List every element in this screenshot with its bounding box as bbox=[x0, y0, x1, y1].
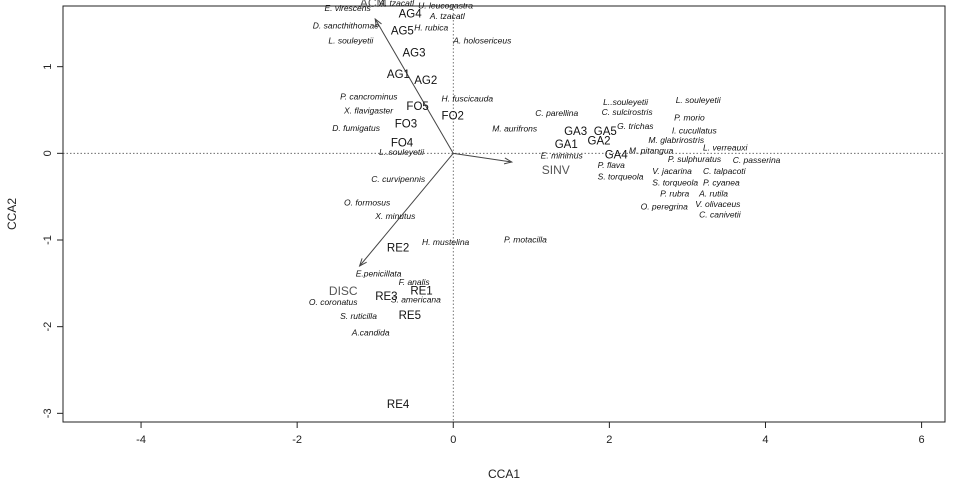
species-label: P. motacilla bbox=[504, 235, 547, 245]
zero-reference-lines bbox=[63, 6, 945, 422]
site-label-re1: RE1 bbox=[410, 286, 432, 298]
y-tick-label: -3 bbox=[42, 408, 54, 418]
env-label-disc: DISC bbox=[329, 284, 358, 298]
y-tick-label: -1 bbox=[42, 235, 54, 245]
species-label: O. peregrina bbox=[641, 202, 689, 212]
site-label-ga1: GA1 bbox=[555, 139, 578, 151]
site-label-fo2: FO2 bbox=[442, 111, 464, 123]
species-label: O. coronatus bbox=[309, 297, 358, 307]
x-tick-label: 0 bbox=[450, 434, 456, 446]
species-label: D. sancthithomae bbox=[313, 21, 379, 31]
species-label: D. fumigatus bbox=[332, 123, 380, 133]
species-label: S. torqueola bbox=[652, 177, 698, 187]
env-label-sinv: SINV bbox=[542, 163, 570, 177]
site-label-ag4: AG4 bbox=[399, 8, 423, 20]
species-label: C. canivetii bbox=[699, 209, 742, 219]
env-arrowhead-sinv bbox=[503, 157, 514, 165]
species-label: P. cyanea bbox=[703, 177, 740, 187]
species-label: G. trichas bbox=[617, 121, 654, 131]
species-label: P. morio bbox=[674, 112, 705, 122]
species-label: M. aurifrons bbox=[492, 124, 538, 134]
species-label: E. minimus bbox=[541, 151, 584, 161]
site-label-re5: RE5 bbox=[399, 310, 421, 322]
species-label: C. parellina bbox=[535, 108, 578, 118]
species-label: I. cucullatus bbox=[672, 125, 718, 135]
site-label-ga4: GA4 bbox=[605, 150, 629, 162]
species-label: E. virescens bbox=[324, 3, 371, 13]
y-tick-label: 0 bbox=[42, 150, 54, 156]
species-label: A. tzacatl bbox=[378, 0, 415, 8]
x-axis-title: CCA1 bbox=[488, 467, 520, 481]
species-label: C. curvipennis bbox=[371, 174, 426, 184]
species-label: F. analis bbox=[399, 277, 431, 287]
species-label: M. pitangua bbox=[629, 145, 674, 155]
species-label: A. tzacatl bbox=[429, 11, 466, 21]
x-tick-label: 2 bbox=[606, 434, 612, 446]
species-label: U. leucogastra bbox=[418, 1, 473, 11]
species-label: C. passerina bbox=[733, 155, 781, 165]
species-label: P. sulphuratus bbox=[668, 154, 722, 164]
species-label: S. ruticilla bbox=[340, 311, 377, 321]
species-label: A.candida bbox=[351, 327, 390, 337]
env-label-acm: ACM bbox=[360, 0, 387, 10]
env-arrow-disc bbox=[359, 153, 454, 267]
species-label: L. verreauxi bbox=[703, 143, 749, 153]
species-label: E.penicillata bbox=[356, 268, 402, 278]
species-label: X. flavigaster bbox=[343, 105, 394, 115]
species-label: M. glabrirostris bbox=[648, 135, 704, 145]
x-tick-label: -4 bbox=[136, 434, 146, 446]
species-label: A. holosericeus bbox=[452, 35, 512, 45]
species-label: O. formosus bbox=[344, 197, 391, 207]
species-label: X. minutus bbox=[374, 211, 416, 221]
environmental-vectors: ACM SINV DISC bbox=[329, 0, 570, 298]
site-scores: AG4 AG5 AG3 AG1 AG2 FO5 FO2 FO3 FO4 GA3 GA5 GA1 GA2 G… bbox=[375, 8, 628, 411]
species-label: P. cancrominus bbox=[340, 92, 398, 102]
site-label-ag5: AG5 bbox=[391, 26, 414, 38]
species-label: C. talpacoti bbox=[703, 166, 747, 176]
y-tick-label: -2 bbox=[42, 322, 54, 332]
site-label-re3: RE3 bbox=[375, 291, 397, 303]
site-label-ag2: AG2 bbox=[414, 75, 437, 87]
species-label: S. americana bbox=[391, 294, 441, 304]
x-tick-label: 6 bbox=[919, 434, 925, 446]
species-label: A. rutila bbox=[698, 189, 728, 199]
species-label: V. olivaceus bbox=[695, 199, 741, 209]
plot-frame bbox=[62, 5, 946, 423]
species-label: L..souleyetii bbox=[379, 147, 425, 157]
site-label-fo5: FO5 bbox=[406, 101, 428, 113]
x-tick-label: 4 bbox=[762, 434, 768, 446]
species-label: L. souleyetii bbox=[676, 95, 722, 105]
y-axis-title: CCA2 bbox=[5, 198, 19, 230]
x-axis: -4 -2 0 2 4 6 bbox=[136, 421, 925, 446]
species-label: V. jacarina bbox=[652, 166, 692, 176]
species-label: S. torqueola bbox=[598, 171, 644, 181]
x-tick-label: -2 bbox=[292, 434, 302, 446]
species-label: L..souleyetii bbox=[603, 97, 649, 107]
species-label: L. souleyetii bbox=[328, 35, 374, 45]
y-axis: -3 -2 -1 0 1 bbox=[42, 64, 64, 418]
site-label-ag3: AG3 bbox=[403, 47, 426, 59]
site-label-re2: RE2 bbox=[387, 242, 409, 254]
species-label: P. flava bbox=[598, 160, 626, 170]
site-label-ga5: GA5 bbox=[594, 126, 617, 138]
env-arrowhead-disc bbox=[358, 258, 367, 268]
site-label-re4: RE4 bbox=[387, 399, 410, 411]
species-label: H. mustelina bbox=[422, 237, 470, 247]
site-label-fo3: FO3 bbox=[395, 118, 417, 130]
site-label-ga2: GA2 bbox=[588, 136, 611, 148]
env-arrow-sinv bbox=[453, 152, 512, 163]
species-label: C. sulcirostris bbox=[602, 107, 654, 117]
y-tick-label: 1 bbox=[42, 64, 54, 70]
env-arrowhead-acm bbox=[374, 17, 382, 27]
env-arrow-acm bbox=[374, 18, 454, 154]
site-label-ag1: AG1 bbox=[387, 69, 410, 81]
site-label-ga3: GA3 bbox=[564, 126, 587, 138]
species-label: P. rubra bbox=[660, 189, 689, 199]
site-label-fo4: FO4 bbox=[391, 137, 414, 149]
species-label: H. fuscicauda bbox=[442, 93, 494, 103]
species-label: H. rubica bbox=[414, 22, 448, 32]
